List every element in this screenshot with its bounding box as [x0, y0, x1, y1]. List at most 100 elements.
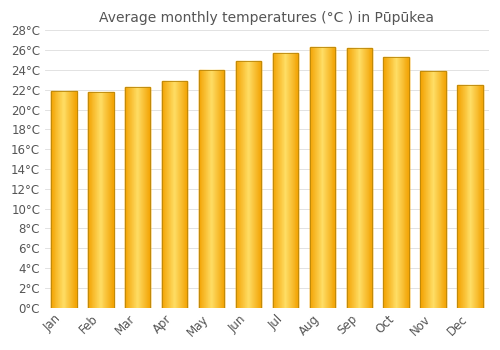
Bar: [54, 91, 55, 308]
Bar: [182, 81, 183, 308]
Bar: [162, 81, 163, 308]
Bar: [72, 91, 74, 308]
Bar: [358, 48, 359, 308]
Bar: [257, 61, 258, 308]
Bar: [482, 85, 484, 308]
Bar: [214, 70, 215, 308]
Bar: [296, 53, 297, 308]
Bar: [253, 61, 254, 308]
Bar: [175, 81, 176, 308]
Bar: [174, 81, 175, 308]
Bar: [472, 85, 473, 308]
Bar: [184, 81, 185, 308]
Bar: [310, 47, 311, 308]
Bar: [249, 61, 250, 308]
Bar: [402, 57, 403, 308]
Bar: [254, 61, 255, 308]
Bar: [135, 87, 136, 308]
Bar: [320, 47, 321, 308]
Bar: [208, 70, 209, 308]
Bar: [185, 81, 186, 308]
Bar: [322, 47, 323, 308]
Bar: [331, 47, 332, 308]
Bar: [328, 47, 329, 308]
Bar: [205, 70, 206, 308]
Bar: [395, 57, 396, 308]
Bar: [367, 48, 368, 308]
Bar: [441, 71, 442, 308]
Bar: [362, 48, 364, 308]
Bar: [401, 57, 402, 308]
Bar: [248, 61, 249, 308]
Bar: [286, 53, 287, 308]
Bar: [384, 57, 409, 308]
Bar: [127, 87, 128, 308]
Bar: [238, 61, 239, 308]
Bar: [275, 53, 276, 308]
Bar: [65, 91, 66, 308]
Bar: [212, 70, 213, 308]
Bar: [346, 48, 347, 308]
Bar: [429, 71, 430, 308]
Bar: [53, 91, 54, 308]
Bar: [166, 81, 167, 308]
Bar: [370, 48, 371, 308]
Bar: [273, 53, 274, 308]
Bar: [423, 71, 424, 308]
Bar: [237, 61, 238, 308]
Bar: [474, 85, 475, 308]
Bar: [477, 85, 478, 308]
Bar: [420, 71, 421, 308]
Bar: [427, 71, 428, 308]
Bar: [105, 92, 106, 308]
Bar: [314, 47, 316, 308]
Bar: [128, 87, 129, 308]
Bar: [149, 87, 150, 308]
Bar: [89, 92, 90, 308]
Bar: [180, 81, 181, 308]
Bar: [239, 61, 240, 308]
Bar: [129, 87, 130, 308]
Bar: [469, 85, 470, 308]
Bar: [430, 71, 431, 308]
Bar: [247, 61, 248, 308]
Bar: [183, 81, 184, 308]
Bar: [62, 91, 63, 308]
Bar: [421, 71, 422, 308]
Bar: [167, 81, 168, 308]
Bar: [74, 91, 75, 308]
Bar: [324, 47, 325, 308]
Bar: [242, 61, 244, 308]
Bar: [109, 92, 110, 308]
Bar: [213, 70, 214, 308]
Bar: [130, 87, 131, 308]
Bar: [436, 71, 438, 308]
Bar: [424, 71, 425, 308]
Bar: [422, 71, 423, 308]
Bar: [323, 47, 324, 308]
Bar: [244, 61, 246, 308]
Bar: [176, 81, 177, 308]
Bar: [139, 87, 140, 308]
Bar: [204, 70, 205, 308]
Bar: [57, 91, 58, 308]
Bar: [100, 92, 101, 308]
Bar: [425, 71, 426, 308]
Bar: [278, 53, 279, 308]
Bar: [366, 48, 367, 308]
Bar: [272, 53, 298, 308]
Bar: [464, 85, 465, 308]
Bar: [88, 92, 89, 308]
Bar: [216, 70, 218, 308]
Bar: [59, 91, 60, 308]
Bar: [251, 61, 252, 308]
Bar: [354, 48, 355, 308]
Bar: [295, 53, 296, 308]
Bar: [93, 92, 94, 308]
Bar: [206, 70, 207, 308]
Bar: [352, 48, 353, 308]
Bar: [321, 47, 322, 308]
Bar: [330, 47, 331, 308]
Bar: [132, 87, 133, 308]
Title: Average monthly temperatures (°C ) in Pūpūkea: Average monthly temperatures (°C ) in Pū…: [100, 11, 434, 25]
